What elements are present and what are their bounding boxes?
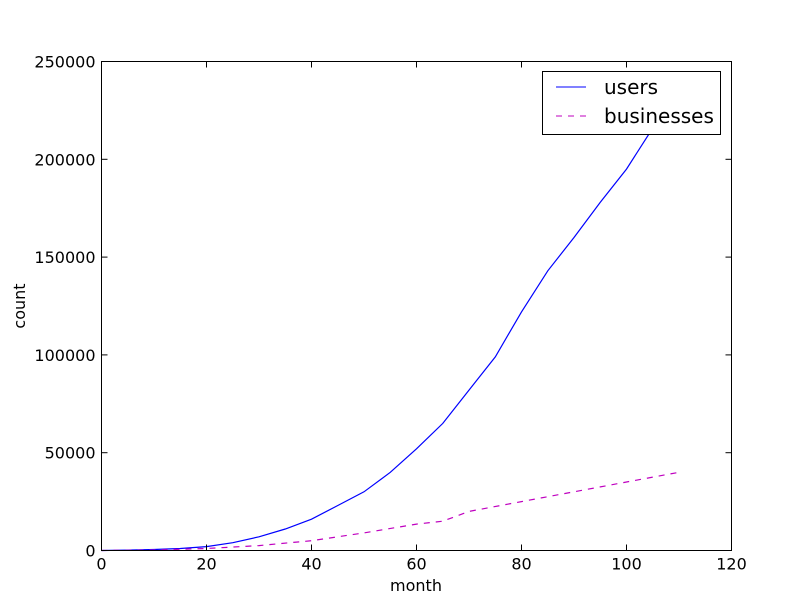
y-tick-label: 0 [85, 542, 95, 561]
legend-label-businesses: businesses [604, 104, 714, 128]
series-layer [101, 96, 680, 552]
y-tick-label: 200000 [34, 150, 95, 169]
legend: users businesses [542, 71, 721, 135]
y-axis-label: count [10, 283, 29, 328]
legend-box [542, 71, 721, 135]
y-tick-label: 150000 [34, 248, 95, 267]
x-tick-label: 100 [611, 555, 642, 574]
plot-frame [101, 61, 732, 551]
x-axis-label: month [390, 576, 442, 595]
series-line-users [101, 96, 680, 552]
y-tick-label: 250000 [34, 53, 95, 72]
y-tick-label: 50000 [45, 444, 96, 463]
ticks-layer: 0 20 40 60 80 100 120 0 50000 100000 150000 200000 2… [34, 53, 746, 574]
x-tick-label: 80 [511, 555, 531, 574]
legend-label-users: users [604, 75, 658, 99]
x-tick-label: 0 [96, 555, 106, 574]
y-tick-label: 100000 [34, 346, 95, 365]
series-line-businesses [101, 471, 680, 552]
x-tick-label: 20 [196, 555, 216, 574]
x-tick-label: 40 [301, 555, 321, 574]
x-tick-label: 120 [716, 555, 747, 574]
x-tick-label: 60 [406, 555, 426, 574]
